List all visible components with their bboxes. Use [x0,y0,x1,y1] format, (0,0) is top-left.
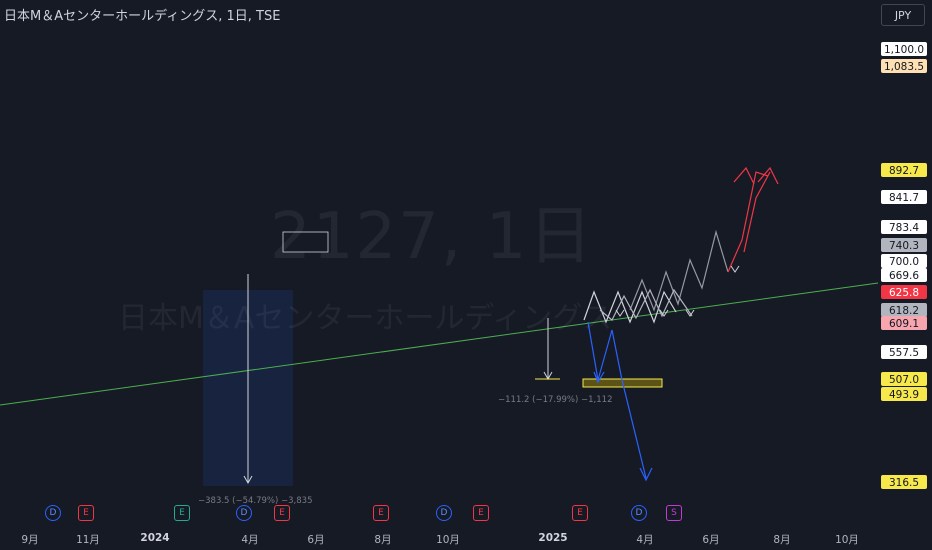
x-tick-label: 2024 [140,532,170,544]
zig-arrow-0 [615,309,625,317]
price-label: 609.1 [881,316,927,330]
zig-arrow-1 [659,309,669,317]
range-box [282,231,329,253]
price-label: 1,083.5 [881,59,927,73]
name-watermark: 日本M＆Aセンターホールディングス [118,301,613,336]
x-tick-label: 8月 [374,534,392,546]
price-label: 669.6 [881,268,927,282]
event-marker[interactable]: E [274,505,290,521]
projection-zigzag-3 [599,288,693,321]
x-tick-label: 2025 [538,532,568,544]
event-marker[interactable]: D [45,505,61,521]
bull-arrowhead-b [757,166,779,185]
x-tick-label: 4月 [636,534,654,546]
bear-arrowhead-1 [593,371,605,384]
x-tick-label: 10月 [436,534,460,546]
measure-label: −111.2 (−17.99%) −1,112 [498,395,613,405]
event-marker[interactable]: D [236,505,252,521]
x-tick-label: 4月 [241,534,259,546]
x-tick-label: 10月 [835,534,859,546]
x-tick-label: 8月 [773,534,791,546]
zig-arrow-3 [730,265,740,273]
x-tick-label: 9月 [21,534,39,546]
projection-zigzag-2 [629,229,729,312]
bear-projection [587,321,647,479]
price-label: 507.0 [881,372,927,386]
bull-arrowhead-a [733,166,755,185]
event-marker[interactable]: E [473,505,489,521]
event-marker[interactable]: E [572,505,588,521]
measure-arrow-1 [243,475,253,485]
bear-arrowhead-2 [639,467,653,482]
bull-projection-a [727,171,769,273]
price-label: 557.5 [881,345,927,359]
x-tick-label: 6月 [307,534,325,546]
x-tick-label: 11月 [76,534,100,546]
event-marker[interactable]: D [436,505,452,521]
price-label: 892.7 [881,163,927,177]
symbol-watermark: 2127, 1日 [270,200,595,274]
currency-button[interactable]: JPY [881,4,925,26]
price-label: 493.9 [881,387,927,401]
event-marker[interactable]: S [666,505,682,521]
price-label: 618.2 [881,303,927,317]
trend-line [0,282,879,406]
price-label: 625.8 [881,285,927,299]
price-label: 740.3 [881,238,927,252]
event-marker[interactable]: E [78,505,94,521]
event-marker[interactable]: E [373,505,389,521]
price-label: 700.0 [881,254,927,268]
bull-projection-b [743,171,771,253]
measure-label: −383.5 (−54.79%) −3,835 [198,496,313,506]
zig-arrow-2 [685,309,695,317]
x-tick-label: 6月 [702,534,720,546]
price-label: 1,100.0 [881,42,927,56]
projection-zigzag-1 [583,290,677,324]
event-marker[interactable]: D [631,505,647,521]
chart-title: 日本M＆Aセンターホールディングス, 1日, TSE [4,9,281,24]
price-label: 316.5 [881,475,927,489]
event-marker[interactable]: E [174,505,190,521]
price-label: 841.7 [881,190,927,204]
price-label: 783.4 [881,220,927,234]
